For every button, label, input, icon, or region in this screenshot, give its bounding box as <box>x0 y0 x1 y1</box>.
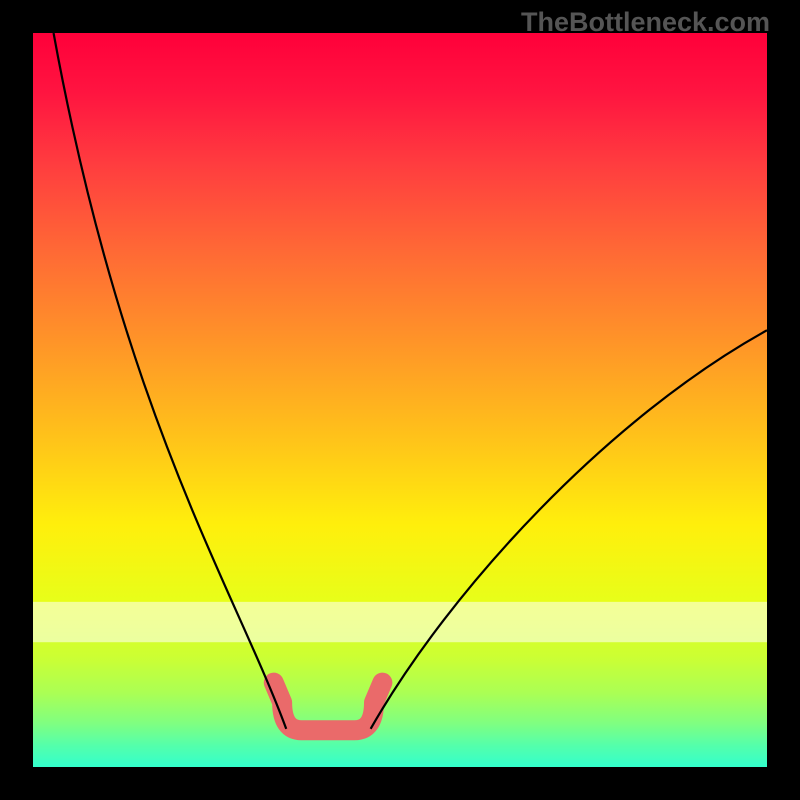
watermark-text: TheBottleneck.com <box>521 7 770 38</box>
right-curve <box>371 330 767 729</box>
chart-plot-area <box>33 33 767 767</box>
chart-curves <box>33 33 767 767</box>
trough-marker <box>274 683 383 731</box>
left-curve <box>54 33 287 729</box>
